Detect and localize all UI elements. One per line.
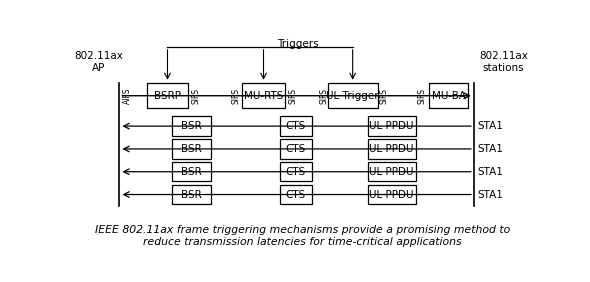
FancyBboxPatch shape: [280, 185, 312, 204]
Text: SIFS: SIFS: [320, 88, 329, 104]
Text: BSR: BSR: [181, 190, 202, 200]
Text: SIFS: SIFS: [418, 88, 427, 104]
Text: UL PPDU: UL PPDU: [369, 121, 414, 131]
Text: IEEE 802.11ax frame triggering mechanisms provide a promising method to: IEEE 802.11ax frame triggering mechanism…: [95, 225, 510, 235]
FancyBboxPatch shape: [368, 162, 415, 182]
Text: UL PPDU: UL PPDU: [369, 167, 414, 177]
Text: 802.11ax
stations: 802.11ax stations: [479, 51, 528, 73]
FancyBboxPatch shape: [368, 185, 415, 204]
Text: SIFS: SIFS: [192, 88, 201, 104]
FancyBboxPatch shape: [368, 116, 415, 136]
FancyBboxPatch shape: [172, 162, 211, 182]
Text: CTS: CTS: [286, 144, 306, 154]
Text: UL Trigger: UL Trigger: [326, 91, 379, 101]
Text: MU-RTS: MU-RTS: [244, 91, 283, 101]
Text: MU-BA: MU-BA: [432, 91, 466, 101]
Text: CTS: CTS: [286, 121, 306, 131]
Text: UL PPDU: UL PPDU: [369, 190, 414, 200]
Text: SIFS: SIFS: [289, 88, 298, 104]
Text: STA1: STA1: [478, 144, 504, 154]
FancyBboxPatch shape: [368, 139, 415, 159]
Text: SIFS: SIFS: [379, 88, 388, 104]
FancyBboxPatch shape: [280, 139, 312, 159]
FancyBboxPatch shape: [327, 83, 378, 108]
Text: CTS: CTS: [286, 190, 306, 200]
Text: 802.11ax
AP: 802.11ax AP: [74, 51, 123, 73]
FancyBboxPatch shape: [172, 116, 211, 136]
Text: reduce transmission latencies for time-critical applications: reduce transmission latencies for time-c…: [143, 237, 462, 247]
FancyBboxPatch shape: [147, 83, 188, 108]
Text: BSRP: BSRP: [154, 91, 181, 101]
Text: SIFS: SIFS: [231, 88, 241, 104]
Text: BSR: BSR: [181, 144, 202, 154]
Text: STA1: STA1: [478, 167, 504, 177]
Text: AIFS: AIFS: [123, 87, 132, 104]
Text: STA1: STA1: [478, 190, 504, 200]
Text: BSR: BSR: [181, 121, 202, 131]
Text: UL PPDU: UL PPDU: [369, 144, 414, 154]
FancyBboxPatch shape: [172, 185, 211, 204]
FancyBboxPatch shape: [242, 83, 285, 108]
Text: STA1: STA1: [478, 121, 504, 131]
Text: Triggers: Triggers: [277, 39, 319, 49]
FancyBboxPatch shape: [430, 83, 468, 108]
FancyBboxPatch shape: [172, 139, 211, 159]
FancyBboxPatch shape: [280, 116, 312, 136]
FancyBboxPatch shape: [280, 162, 312, 182]
Text: BSR: BSR: [181, 167, 202, 177]
Text: CTS: CTS: [286, 167, 306, 177]
